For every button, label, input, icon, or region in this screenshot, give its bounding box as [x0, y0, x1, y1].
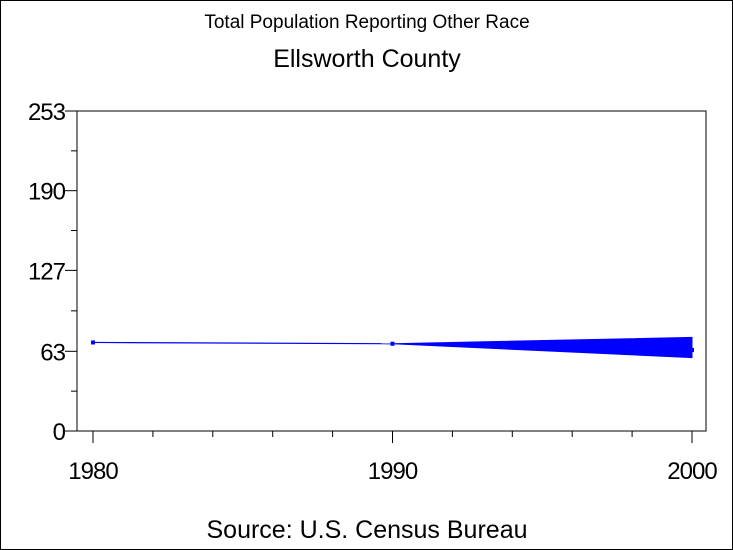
y-tick-label: 63: [40, 339, 65, 366]
y-tick-label: 0: [53, 419, 66, 446]
source-note: Source: U.S. Census Bureau: [207, 516, 528, 544]
series-layer: [91, 336, 694, 359]
data-point: [390, 341, 395, 346]
x-tick-label: 2000: [667, 458, 717, 485]
y-tick-label: 127: [28, 258, 66, 285]
plot-area: [76, 110, 707, 432]
x-tick-label: 1990: [368, 458, 418, 485]
data-point: [91, 340, 95, 345]
x-tick-label: 1980: [68, 458, 118, 485]
y-tick-label: 253: [28, 99, 66, 126]
chart-title: Total Population Reporting Other Race: [204, 12, 529, 33]
series-line: [92, 341, 393, 345]
y-axis: 0 63 127 190 253: [28, 99, 77, 446]
series-range-wedge: [392, 336, 693, 359]
data-point: [690, 348, 694, 353]
y-tick-label: 190: [28, 179, 66, 206]
x-axis: 1980 1990 2000: [68, 431, 718, 485]
chart-subtitle: Ellsworth County: [273, 45, 461, 73]
